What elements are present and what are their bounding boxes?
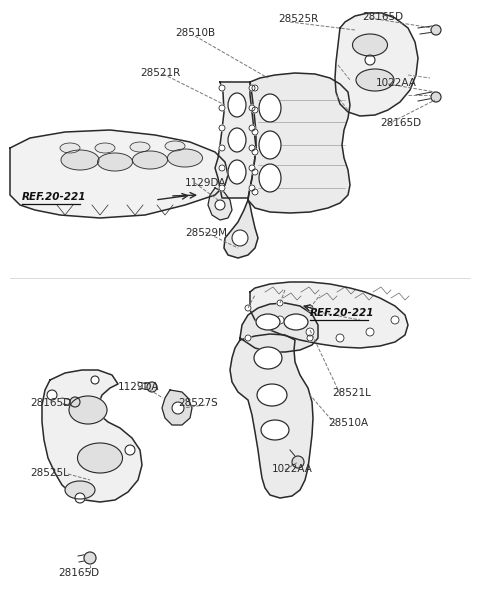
Circle shape <box>252 189 258 195</box>
Text: 28165D: 28165D <box>362 12 403 22</box>
Circle shape <box>249 165 255 171</box>
Polygon shape <box>208 188 232 220</box>
Circle shape <box>431 25 441 35</box>
Text: 28165D: 28165D <box>380 118 421 128</box>
Ellipse shape <box>256 314 280 330</box>
Ellipse shape <box>228 160 246 184</box>
Circle shape <box>252 149 258 155</box>
Text: 28521R: 28521R <box>140 68 180 78</box>
Ellipse shape <box>130 142 150 152</box>
Text: 1129DA: 1129DA <box>185 178 227 188</box>
Ellipse shape <box>97 153 132 171</box>
Ellipse shape <box>65 481 95 499</box>
Ellipse shape <box>69 396 107 424</box>
Polygon shape <box>224 200 258 258</box>
Circle shape <box>232 230 248 246</box>
Ellipse shape <box>259 164 281 192</box>
Ellipse shape <box>259 131 281 159</box>
Circle shape <box>219 165 225 171</box>
Polygon shape <box>240 303 318 352</box>
Text: 28525L: 28525L <box>30 468 69 478</box>
Circle shape <box>249 85 255 91</box>
Ellipse shape <box>352 34 387 56</box>
Polygon shape <box>248 73 350 213</box>
Ellipse shape <box>254 347 282 369</box>
Text: 28165D: 28165D <box>58 568 99 578</box>
Circle shape <box>47 390 57 400</box>
Circle shape <box>391 316 399 324</box>
Circle shape <box>252 107 258 113</box>
Circle shape <box>75 493 85 503</box>
Ellipse shape <box>77 443 122 473</box>
Circle shape <box>219 125 225 131</box>
Circle shape <box>307 305 313 311</box>
Polygon shape <box>42 370 142 502</box>
Circle shape <box>336 334 344 342</box>
Circle shape <box>277 300 283 306</box>
Text: 1022AA: 1022AA <box>272 464 313 474</box>
Circle shape <box>219 85 225 91</box>
Circle shape <box>125 445 135 455</box>
Circle shape <box>70 397 80 407</box>
Circle shape <box>276 316 284 324</box>
Ellipse shape <box>228 128 246 152</box>
Text: 28527S: 28527S <box>178 398 218 408</box>
Circle shape <box>219 145 225 151</box>
Text: 28510B: 28510B <box>175 28 215 38</box>
Circle shape <box>366 328 374 336</box>
Polygon shape <box>230 334 313 498</box>
Ellipse shape <box>168 149 203 167</box>
Circle shape <box>252 129 258 135</box>
Circle shape <box>249 105 255 111</box>
Text: 28510A: 28510A <box>328 418 368 428</box>
Circle shape <box>84 552 96 564</box>
Circle shape <box>307 335 313 341</box>
Circle shape <box>147 382 157 392</box>
Ellipse shape <box>165 141 185 151</box>
Ellipse shape <box>61 150 99 170</box>
Circle shape <box>91 376 99 384</box>
Ellipse shape <box>284 314 308 330</box>
Ellipse shape <box>261 420 289 440</box>
Circle shape <box>245 335 251 341</box>
Circle shape <box>306 328 314 336</box>
Ellipse shape <box>259 94 281 122</box>
Circle shape <box>292 456 304 468</box>
Circle shape <box>249 185 255 191</box>
Text: 1022AA: 1022AA <box>376 78 417 88</box>
Polygon shape <box>335 13 418 116</box>
Circle shape <box>249 125 255 131</box>
Polygon shape <box>215 82 256 198</box>
Ellipse shape <box>356 69 394 91</box>
Ellipse shape <box>132 151 168 169</box>
Ellipse shape <box>257 384 287 406</box>
Circle shape <box>172 402 184 414</box>
Circle shape <box>252 169 258 175</box>
Polygon shape <box>250 282 408 348</box>
Polygon shape <box>162 390 192 425</box>
Ellipse shape <box>60 143 80 153</box>
Text: 28165D: 28165D <box>30 398 71 408</box>
Text: 28525R: 28525R <box>278 14 318 24</box>
Ellipse shape <box>228 93 246 117</box>
Circle shape <box>249 145 255 151</box>
Text: 28529M: 28529M <box>185 228 227 238</box>
Circle shape <box>219 185 225 191</box>
Circle shape <box>245 305 251 311</box>
Circle shape <box>215 200 225 210</box>
Circle shape <box>365 55 375 65</box>
Circle shape <box>219 105 225 111</box>
Text: REF.20-221: REF.20-221 <box>310 308 374 318</box>
Circle shape <box>252 85 258 91</box>
Text: 28521L: 28521L <box>332 388 371 398</box>
Ellipse shape <box>95 143 115 153</box>
Polygon shape <box>10 130 228 218</box>
Text: REF.20-221: REF.20-221 <box>22 192 86 202</box>
Circle shape <box>431 92 441 102</box>
Text: 1129DA: 1129DA <box>118 382 159 392</box>
